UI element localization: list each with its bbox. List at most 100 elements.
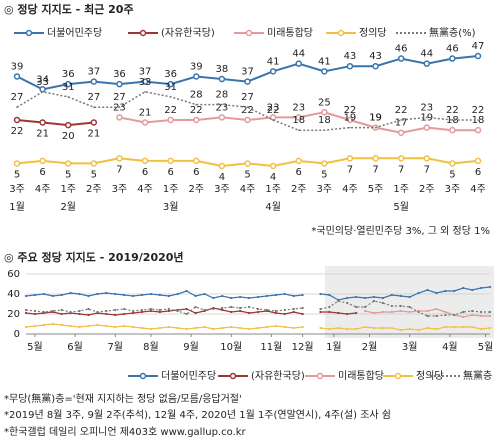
point xyxy=(474,52,482,60)
point xyxy=(355,327,358,331)
point xyxy=(397,155,405,162)
point xyxy=(397,55,405,62)
point xyxy=(60,308,63,312)
point xyxy=(435,327,438,331)
point xyxy=(444,325,447,329)
point xyxy=(301,306,304,310)
point xyxy=(372,155,379,162)
point xyxy=(319,326,322,330)
point xyxy=(39,119,46,126)
point xyxy=(87,307,90,311)
point xyxy=(471,313,474,317)
point xyxy=(230,310,233,314)
point xyxy=(283,325,286,329)
x-tick-label: 4주 xyxy=(342,184,358,195)
point xyxy=(355,305,358,309)
value-label: 18 xyxy=(318,115,331,126)
point xyxy=(123,307,126,311)
value-label: 43 xyxy=(369,51,382,62)
point xyxy=(346,62,354,70)
value-label: 21 xyxy=(36,129,49,140)
value-label: 20 xyxy=(62,131,75,142)
value-label: 22 xyxy=(164,105,177,116)
point xyxy=(141,157,149,165)
point xyxy=(265,325,269,329)
value-label: 7 xyxy=(372,164,378,175)
point xyxy=(149,307,153,311)
point xyxy=(244,160,251,167)
point xyxy=(195,103,198,106)
point xyxy=(149,292,153,296)
point xyxy=(374,126,377,129)
point xyxy=(244,116,251,124)
point xyxy=(78,309,81,313)
point xyxy=(140,308,144,312)
point xyxy=(363,309,367,313)
legend-marker xyxy=(229,372,237,380)
point xyxy=(24,311,28,315)
point xyxy=(123,312,126,316)
point xyxy=(390,310,393,314)
point xyxy=(41,91,44,93)
value-label: 22 xyxy=(472,105,485,116)
point xyxy=(167,325,170,329)
value-label: 37 xyxy=(87,67,100,78)
point xyxy=(337,311,340,315)
point xyxy=(247,305,251,309)
point xyxy=(408,310,411,314)
legend-label: 無黨층 xyxy=(463,369,492,382)
point xyxy=(274,309,277,313)
point xyxy=(328,310,331,314)
point xyxy=(131,325,135,329)
point xyxy=(51,294,54,298)
x-group-label: 4월 xyxy=(265,201,281,213)
point xyxy=(449,55,456,62)
chart-title: ◎ 주요 정당 지지도 - 2019/2020년 xyxy=(4,250,184,264)
point xyxy=(141,119,149,126)
point xyxy=(363,305,367,309)
point xyxy=(301,293,304,297)
x-tick-label: 9월 xyxy=(183,341,199,353)
point xyxy=(24,294,28,298)
value-label: 46 xyxy=(446,44,459,55)
point xyxy=(488,285,492,289)
point xyxy=(42,310,45,314)
point xyxy=(479,314,483,318)
point xyxy=(283,292,286,296)
point xyxy=(105,309,108,313)
point xyxy=(474,126,482,134)
value-label: 38 xyxy=(216,64,229,75)
point xyxy=(185,312,188,316)
series-line xyxy=(25,323,491,331)
point xyxy=(247,296,251,300)
point xyxy=(140,326,144,330)
point xyxy=(64,160,72,167)
point xyxy=(283,312,286,316)
point xyxy=(256,295,260,299)
point xyxy=(256,326,260,330)
point xyxy=(90,119,98,126)
value-label: 6 xyxy=(193,167,199,178)
point xyxy=(321,160,328,167)
point xyxy=(372,311,376,315)
point xyxy=(381,296,385,300)
y-tick-label: 40 xyxy=(7,289,20,300)
legend-marker xyxy=(245,29,253,37)
point xyxy=(60,323,63,327)
point xyxy=(90,78,98,85)
value-label: 5 xyxy=(91,169,97,180)
point xyxy=(425,116,428,119)
x-tick-label: 1주 xyxy=(60,184,76,195)
x-tick-label: 2월 xyxy=(362,341,378,353)
point xyxy=(274,293,277,297)
point xyxy=(246,106,249,108)
series-line xyxy=(25,286,491,301)
point xyxy=(221,103,223,106)
point xyxy=(292,294,295,298)
point xyxy=(449,160,456,167)
point xyxy=(167,157,174,165)
point xyxy=(397,129,405,136)
point xyxy=(193,116,200,124)
point xyxy=(372,295,376,299)
point xyxy=(423,155,431,162)
